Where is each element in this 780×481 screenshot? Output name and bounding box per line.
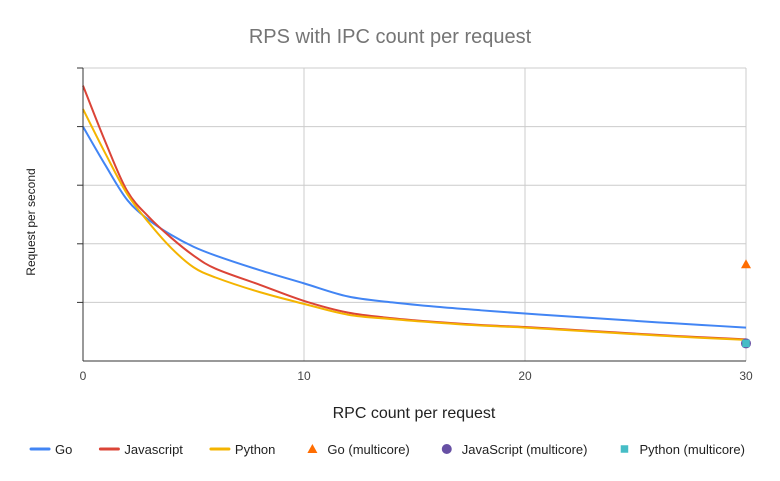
x-tick-label: 20 xyxy=(518,369,532,383)
grid xyxy=(83,67,747,361)
legend-label-python: Python xyxy=(235,442,275,457)
x-tick-label: 0 xyxy=(80,369,87,383)
legend: Go Javascript Python Go (multicore) JavaScri… xyxy=(29,442,745,457)
x-tick-label: 10 xyxy=(297,369,311,383)
legend-label-javascript-multicore: JavaScript (multicore) xyxy=(462,442,588,457)
legend-key-python-multicore xyxy=(620,445,629,453)
y-axis-label: Request per second xyxy=(24,168,38,275)
x-axis-label: RPC count per request xyxy=(333,405,496,422)
legend-label-javascript: Javascript xyxy=(124,442,183,457)
legend-key-go-multicore xyxy=(307,444,318,453)
legend-label-go: Go xyxy=(55,442,72,457)
series-line-go xyxy=(82,126,747,329)
chart-title: RPS with IPC count per request xyxy=(249,26,532,48)
series-line-python xyxy=(82,108,747,341)
legend-label-go-multicore: Go (multicore) xyxy=(327,442,409,457)
x-tick-label: 30 xyxy=(739,369,753,383)
data-point-python-multicore xyxy=(742,339,750,348)
data-point-go-multicore xyxy=(741,259,751,269)
legend-key-javascript-multicore xyxy=(441,444,452,454)
plot-area xyxy=(82,85,751,349)
axes: 0 10 20 30 xyxy=(77,67,753,383)
legend-label-python-multicore: Python (multicore) xyxy=(639,442,744,457)
